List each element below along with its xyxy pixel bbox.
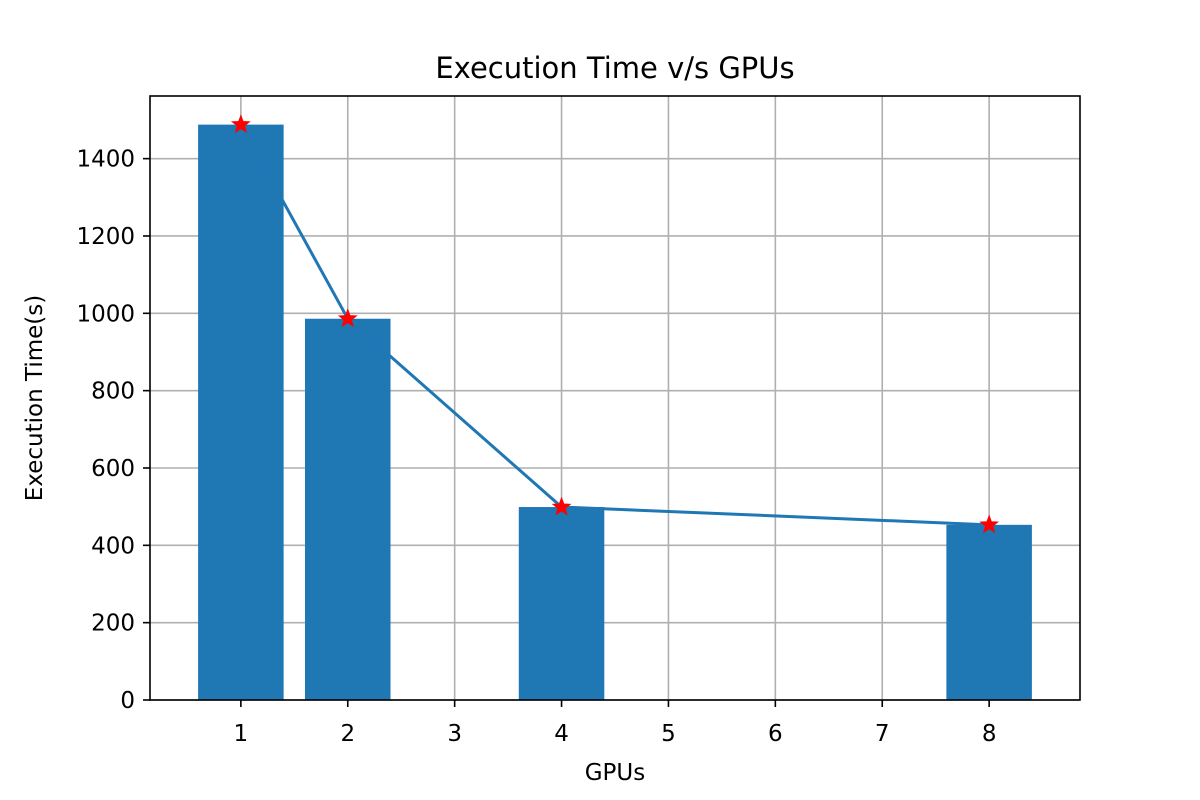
data-point-marker (337, 308, 358, 328)
x-axis: 1 2 3 4 5 6 7 8 (234, 700, 997, 747)
y-axis-label: Execution Time(s) (22, 295, 48, 501)
grid (150, 96, 1080, 701)
x-axis-label: GPUs (585, 760, 646, 786)
markers (230, 114, 1000, 534)
bars (198, 124, 1032, 700)
bar (946, 524, 1032, 700)
y-tick-label: 800 (91, 379, 135, 405)
y-axis: 0 200 400 600 800 1000 1200 1400 (76, 147, 150, 714)
x-tick-label: 4 (554, 721, 569, 747)
bar (518, 507, 605, 700)
x-tick-label: 7 (875, 721, 890, 747)
plot-frame (149, 95, 1081, 701)
data-point-marker (551, 496, 572, 516)
y-tick-label: 200 (91, 611, 135, 637)
x-tick-label: 3 (447, 721, 462, 747)
x-tick-label: 6 (768, 721, 783, 747)
series-line (239, 123, 990, 527)
data-point-marker (979, 514, 1000, 534)
chart-title: Execution Time v/s GPUs (435, 51, 794, 85)
y-tick-label: 0 (120, 688, 135, 714)
y-tick-label: 1200 (76, 224, 135, 250)
y-tick-label: 1400 (76, 147, 135, 173)
x-tick-label: 5 (661, 721, 676, 747)
data-point-marker (230, 114, 251, 134)
x-tick-label: 1 (234, 721, 249, 747)
y-tick-label: 1000 (76, 301, 135, 327)
x-tick-label: 2 (340, 721, 355, 747)
bar (305, 318, 391, 700)
line-series (239, 123, 990, 527)
bar (198, 124, 284, 700)
x-tick-label: 8 (982, 721, 997, 747)
y-tick-label: 600 (91, 456, 135, 482)
y-tick-label: 400 (91, 533, 135, 559)
